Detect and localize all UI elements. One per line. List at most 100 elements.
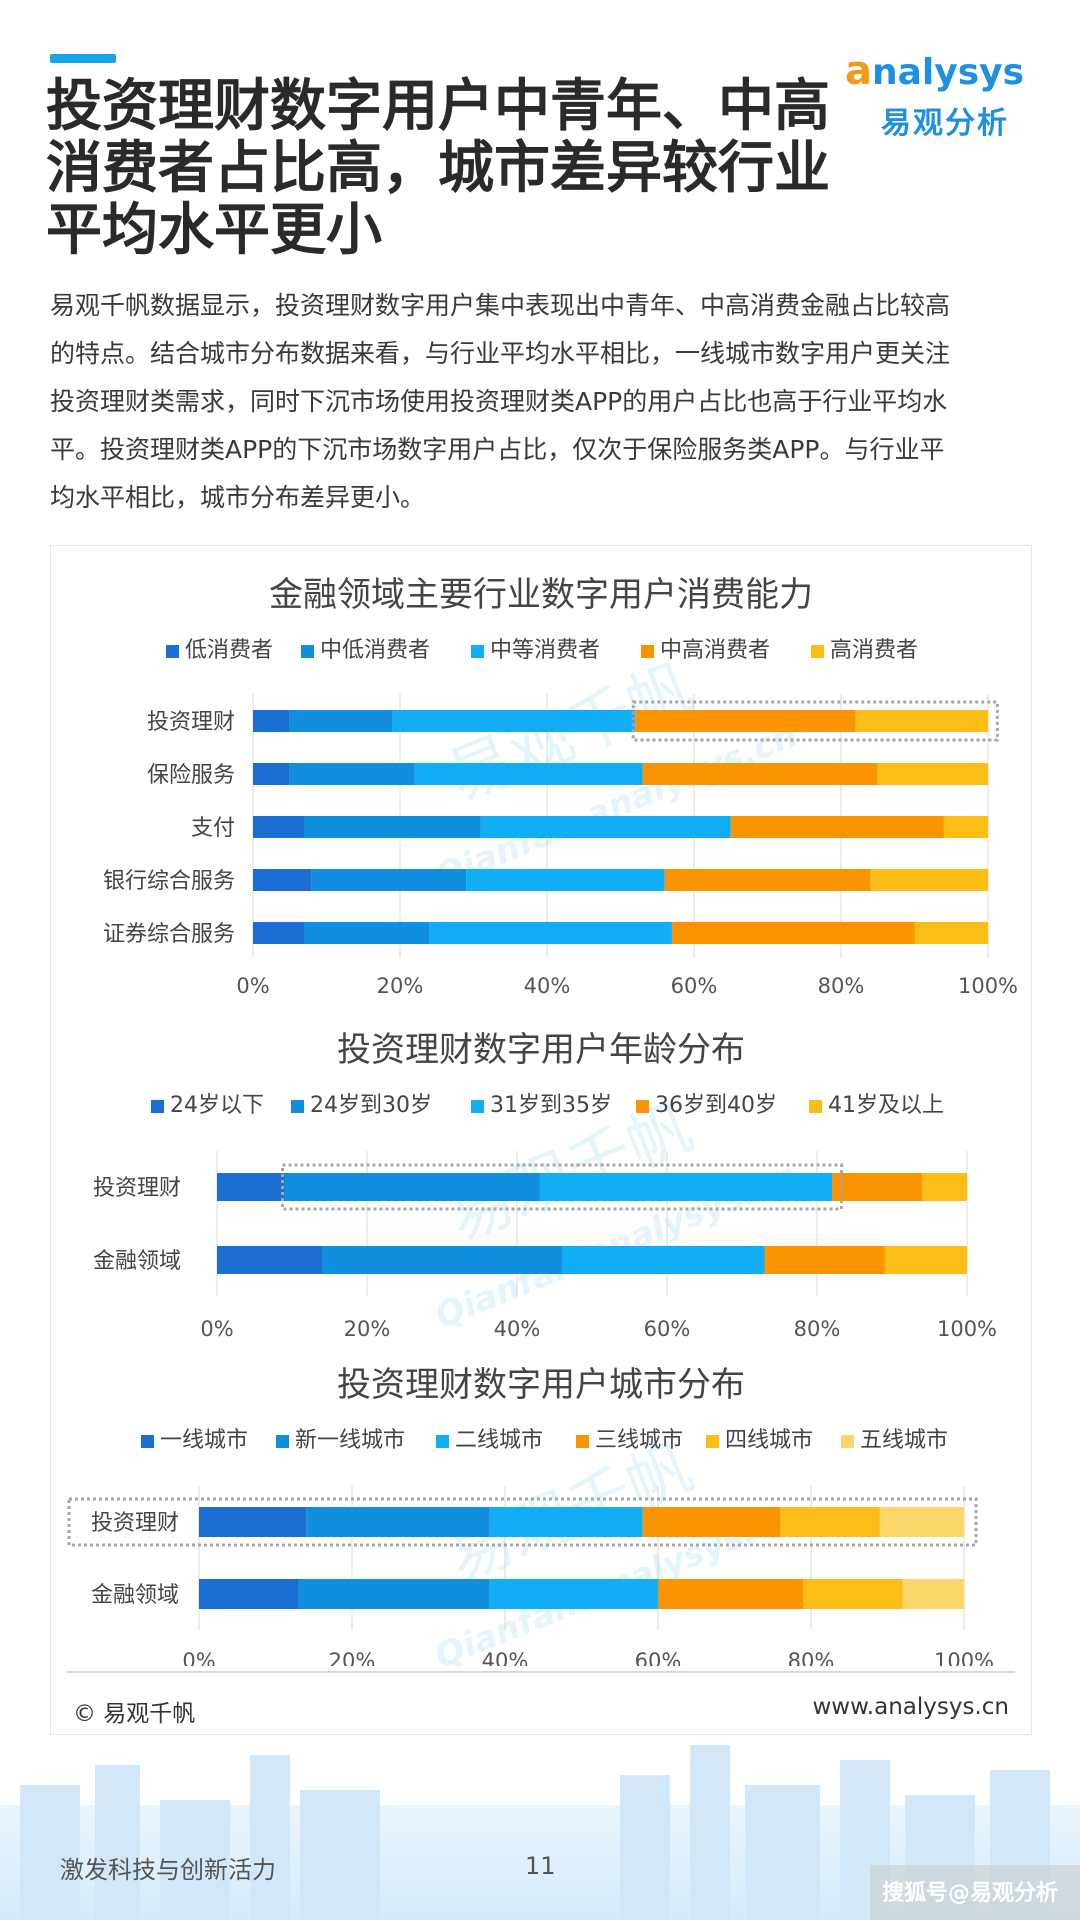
logo-letter-a: a	[845, 48, 872, 94]
legend-swatch	[706, 1435, 719, 1448]
bar-segment	[284, 1173, 540, 1201]
website-link[interactable]: www.analysys.cn	[812, 1694, 1009, 1720]
bar-segment	[562, 1246, 765, 1274]
x-tick-label: 100%	[958, 974, 1018, 998]
bar-segment	[658, 1579, 804, 1609]
bar-segment	[304, 816, 481, 838]
description-paragraph: 易观千帆数据显示，投资理财数字用户集中表现出中青年、中高消费金融占比较高 的特点…	[50, 282, 1032, 522]
legend-label: 中等消费者	[490, 638, 600, 663]
bar-segment	[489, 1507, 643, 1537]
bar-segment	[870, 869, 988, 891]
category-label: 投资理财	[91, 1511, 179, 1536]
highlight-box	[281, 1163, 843, 1211]
legend-label: 24岁以下	[170, 1093, 264, 1118]
legend-label: 四线城市	[725, 1428, 813, 1453]
city-skyline-graphic	[0, 1745, 1080, 1920]
footer-slogan: 激发科技与创新活力	[60, 1856, 276, 1884]
legend-label: 中低消费者	[320, 638, 430, 663]
x-tick-label: 80%	[788, 1649, 835, 1666]
bar-segment	[466, 869, 665, 891]
logo-english: analysys	[845, 48, 1024, 94]
description-line: 易观千帆数据显示，投资理财数字用户集中表现出中青年、中高消费金融占比较高	[50, 291, 951, 320]
category-label: 支付	[191, 816, 235, 841]
legend-swatch	[841, 1435, 854, 1448]
legend-swatch	[166, 645, 179, 658]
bar-segment	[199, 1507, 307, 1537]
legend-swatch	[641, 645, 654, 658]
bar-segment	[635, 710, 856, 732]
category-label: 投资理财	[93, 1176, 181, 1201]
bar-segment	[489, 1579, 658, 1609]
bar-segment	[217, 1246, 322, 1274]
bar-segment	[253, 922, 305, 944]
legend-label: 36岁到40岁	[655, 1093, 777, 1118]
x-tick-label: 80%	[818, 974, 865, 998]
x-tick-label: 40%	[482, 1649, 529, 1666]
x-tick-label: 100%	[934, 1649, 994, 1666]
description-line: 平。投资理财类APP的下沉市场数字用户占比，仅次于保险服务类APP。与行业平	[50, 435, 945, 464]
bar-segment	[642, 763, 878, 785]
bar-segment	[884, 1246, 967, 1274]
x-tick-label: 40%	[524, 974, 571, 998]
legend-swatch	[576, 1435, 589, 1448]
bar-segment	[253, 816, 305, 838]
bar-segment	[855, 710, 988, 732]
x-tick-label: 0%	[182, 1649, 215, 1666]
category-label: 银行综合服务	[103, 869, 235, 894]
bar-segment	[642, 1507, 781, 1537]
legend-label: 31岁到35岁	[490, 1093, 612, 1118]
x-tick-label: 60%	[671, 974, 718, 998]
x-tick-label: 0%	[200, 1317, 233, 1341]
legend-label: 一线城市	[160, 1428, 248, 1453]
legend-label: 二线城市	[455, 1428, 543, 1453]
bar-segment	[253, 763, 290, 785]
description-line: 的特点。结合城市分布数据来看，与行业平均水平相比，一线城市数字用户更关注	[50, 339, 951, 368]
x-tick-label: 60%	[644, 1317, 691, 1341]
legend-swatch	[471, 645, 484, 658]
legend-label: 41岁及以上	[828, 1093, 944, 1118]
x-tick-label: 20%	[377, 974, 424, 998]
legend-label: 中高消费者	[660, 638, 770, 663]
bar-segment	[671, 922, 915, 944]
x-tick-label: 20%	[329, 1649, 376, 1666]
logo-word: nalysys	[872, 52, 1025, 93]
chart-card: 易观千帆 Qianfan.analysys.cn 易观千帆 Qianfan.an…	[50, 545, 1032, 1735]
category-label: 保险服务	[147, 763, 235, 788]
bar-segment	[764, 1246, 885, 1274]
title-line-3: 平均水平更小	[46, 198, 382, 263]
x-tick-label: 100%	[937, 1317, 997, 1341]
legend-swatch	[811, 645, 824, 658]
highlight-box	[67, 1497, 978, 1547]
bar-segment	[803, 1579, 903, 1609]
chart-title: 投资理财数字用户年龄分布	[337, 1030, 745, 1070]
category-label: 证券综合服务	[103, 922, 235, 947]
legend-swatch	[276, 1435, 289, 1448]
legend-swatch	[471, 1100, 484, 1113]
bar-segment	[289, 710, 393, 732]
legend-label: 三线城市	[595, 1428, 683, 1453]
bar-segment	[832, 1173, 922, 1201]
analysys-logo: analysys 易观分析	[845, 48, 1035, 141]
bar-segment	[199, 1579, 299, 1609]
category-label: 金融领域	[93, 1249, 181, 1274]
legend-label: 五线城市	[860, 1428, 948, 1453]
bar-segment	[877, 763, 988, 785]
bar-segment	[253, 710, 290, 732]
x-tick-label: 40%	[494, 1317, 541, 1341]
card-footer-divider	[67, 1671, 1015, 1673]
bar-segment	[480, 816, 731, 838]
bar-segment	[914, 922, 988, 944]
bar-segment	[539, 1173, 832, 1201]
x-tick-label: 20%	[344, 1317, 391, 1341]
bar-segment	[902, 1579, 964, 1609]
highlight-box	[631, 700, 999, 742]
legend-swatch	[636, 1100, 649, 1113]
bar-segment	[414, 763, 643, 785]
legend-swatch	[301, 645, 314, 658]
logo-chinese: 易观分析	[881, 106, 1009, 141]
bar-segment	[922, 1173, 967, 1201]
legend-swatch	[436, 1435, 449, 1448]
x-tick-label: 60%	[635, 1649, 682, 1666]
category-label: 金融领域	[91, 1583, 179, 1608]
